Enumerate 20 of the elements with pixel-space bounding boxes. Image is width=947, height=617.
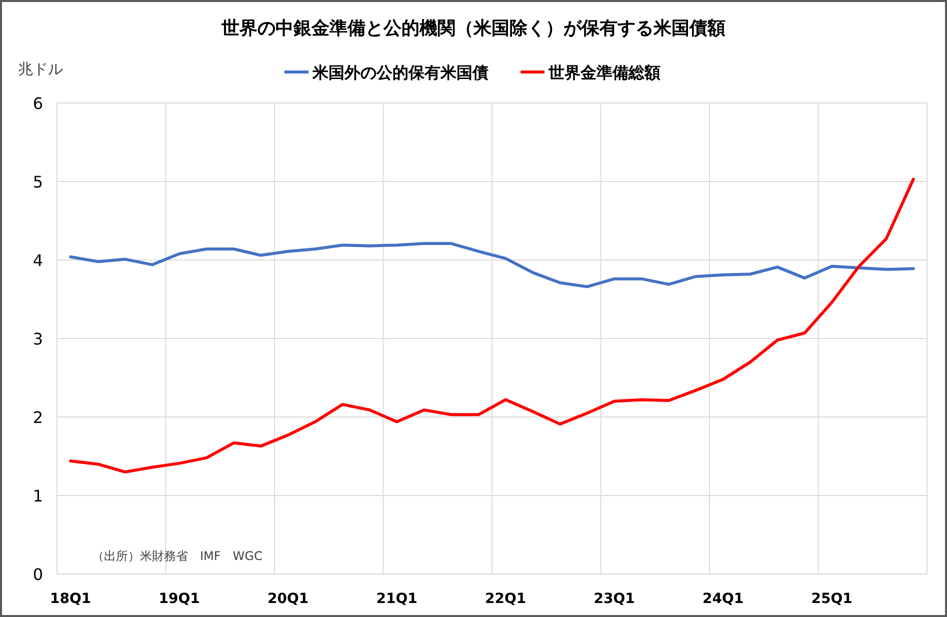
x-tick-label: 23Q1 xyxy=(594,591,635,607)
x-tick-label: 20Q1 xyxy=(268,591,309,607)
y-tick-label: 1 xyxy=(32,486,44,506)
y-tick-label: 2 xyxy=(32,408,44,427)
x-tick-label: 19Q1 xyxy=(158,591,200,607)
y-tick-label: 5 xyxy=(32,172,44,192)
y-axis-title: 兆ドル xyxy=(18,60,63,78)
chart-title: 世界の中銀金準備と公的機関（米国除く）が保有する米国債額 xyxy=(220,18,726,39)
y-tick-label: 3 xyxy=(32,330,44,348)
annotation: （出所）米財務省 IMF WGC xyxy=(92,549,262,563)
y-tick-label: 0 xyxy=(32,565,44,584)
x-tick-label: 21Q1 xyxy=(376,591,418,607)
x-tick-label: 22Q1 xyxy=(485,591,526,607)
x-tick-label: 24Q1 xyxy=(702,591,744,607)
y-tick-label: 6 xyxy=(32,94,44,113)
y-tick-label: 4 xyxy=(32,251,44,270)
x-tick-label: 25Q1 xyxy=(811,591,852,607)
x-tick-label: 18Q1 xyxy=(50,591,92,607)
legend-label: 世界金準備総額 xyxy=(548,63,660,82)
legend-label: 米国外の公的保有米国債 xyxy=(312,63,488,82)
